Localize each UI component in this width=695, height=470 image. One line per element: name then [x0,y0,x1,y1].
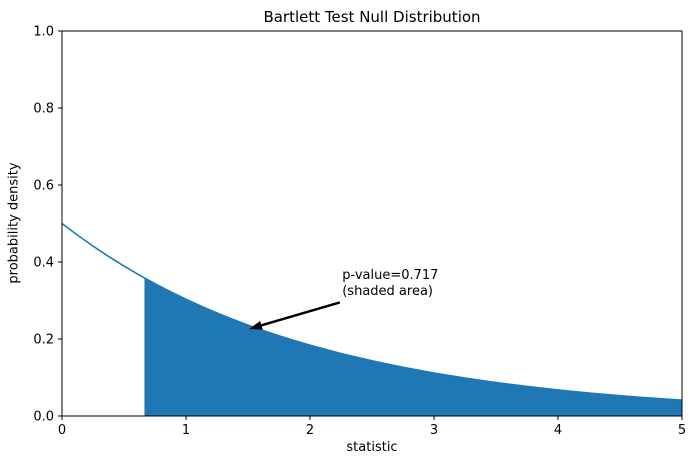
annotation-arrow-shaft [261,301,341,327]
x-axis-label: statistic [346,440,398,455]
y-tick-label: 0.8 [33,102,54,117]
x-tick-label: 5 [678,423,686,438]
x-tick-label: 4 [554,423,562,438]
annotation-line-1: p-value=0.717 [342,267,439,283]
density-curve [61,222,683,402]
x-tick-label: 0 [58,423,66,438]
chart-title: Bartlett Test Null Distribution [263,8,481,26]
x-tick-label: 2 [306,423,314,438]
x-tick-label: 3 [430,423,438,438]
x-tick-label: 1 [182,423,190,438]
y-axis-label: probability density [6,162,22,284]
y-tick-label: 0.0 [33,410,54,425]
axes-spines [61,30,683,417]
y-tick-label: 0.4 [33,256,54,271]
annotation-arrow-head [248,321,263,330]
shaded-area [144,277,682,416]
y-tick-label: 0.6 [33,179,54,194]
annotation-line-2: (shaded area) [342,284,433,300]
y-tick-label: 1.0 [33,25,54,40]
y-tick-label: 0.2 [33,333,54,348]
p-value-annotation: p-value=0.717 (shaded area) [342,268,438,301]
